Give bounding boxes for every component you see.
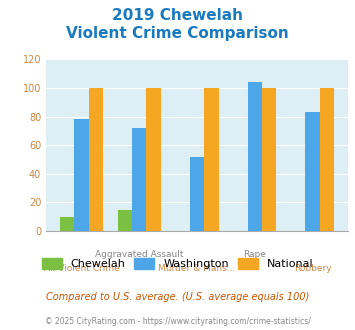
Bar	[132, 128, 147, 231]
Bar	[74, 119, 89, 231]
Text: Aggravated Assault: Aggravated Assault	[95, 250, 184, 259]
Text: Robbery: Robbery	[294, 264, 331, 273]
Bar	[247, 82, 262, 231]
Bar	[204, 88, 219, 231]
Text: Rape: Rape	[243, 250, 266, 259]
Legend: Chewelah, Washington, National: Chewelah, Washington, National	[38, 255, 317, 273]
Bar	[262, 88, 277, 231]
Bar	[305, 112, 320, 231]
Text: Compared to U.S. average. (U.S. average equals 100): Compared to U.S. average. (U.S. average …	[46, 292, 309, 302]
Text: 2019 Chewelah: 2019 Chewelah	[112, 8, 243, 23]
Text: All Violent Crime: All Violent Crime	[44, 264, 119, 273]
Text: Murder & Mans...: Murder & Mans...	[158, 264, 236, 273]
Text: Violent Crime Comparison: Violent Crime Comparison	[66, 26, 289, 41]
Bar	[118, 210, 132, 231]
Bar	[320, 88, 334, 231]
Bar	[60, 217, 74, 231]
Bar	[147, 88, 161, 231]
Bar	[190, 157, 204, 231]
Text: © 2025 CityRating.com - https://www.cityrating.com/crime-statistics/: © 2025 CityRating.com - https://www.city…	[45, 317, 310, 326]
Bar	[89, 88, 103, 231]
